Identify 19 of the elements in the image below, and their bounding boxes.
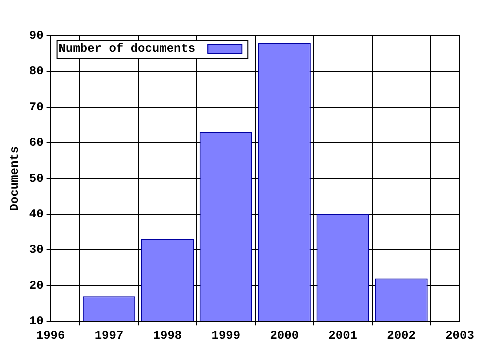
y-tick-label: 70 [29, 100, 44, 114]
y-tick-label: 30 [29, 243, 44, 258]
y-tick-label: 90 [29, 29, 44, 44]
x-tick-label: 2001 [328, 328, 358, 343]
y-tick-label: 40 [29, 208, 44, 222]
x-tick-label: 1997 [94, 328, 124, 343]
y-tick-label: 50 [29, 172, 44, 186]
y-tick-label: 20 [29, 278, 44, 293]
x-tick-label: 2003 [446, 328, 474, 343]
y-axis-title: Documents [8, 146, 22, 212]
y-tick-label: 10 [29, 314, 44, 329]
x-tick-label: 2002 [387, 328, 416, 343]
x-tick-label: 1998 [153, 328, 182, 343]
x-tick-label: 1996 [36, 328, 66, 343]
x-tick-label: 1999 [212, 328, 241, 343]
x-tick-label: 2000 [270, 328, 300, 343]
y-tick-label: 60 [29, 136, 44, 150]
legend-label: Number of documents [58, 42, 196, 56]
y-tick-label: 80 [29, 64, 44, 79]
